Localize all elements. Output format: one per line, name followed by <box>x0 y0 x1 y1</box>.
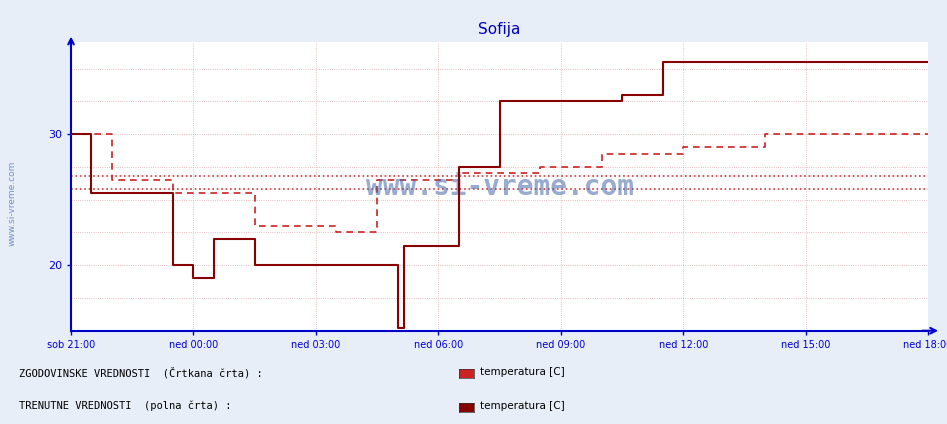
Text: www.si-vreme.com: www.si-vreme.com <box>366 173 634 201</box>
Text: TRENUTNE VREDNOSTI  (polna črta) :: TRENUTNE VREDNOSTI (polna črta) : <box>19 401 231 411</box>
Text: temperatura [C]: temperatura [C] <box>480 401 564 411</box>
Text: ZGODOVINSKE VREDNOSTI  (Črtkana črta) :: ZGODOVINSKE VREDNOSTI (Črtkana črta) : <box>19 367 262 378</box>
Text: temperatura [C]: temperatura [C] <box>480 367 564 377</box>
Text: www.si-vreme.com: www.si-vreme.com <box>8 161 17 246</box>
Title: Sofija: Sofija <box>478 22 521 37</box>
